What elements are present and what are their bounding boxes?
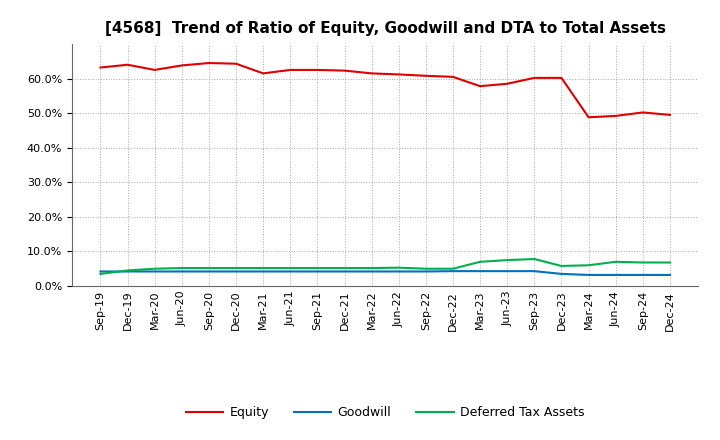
Deferred Tax Assets: [639, 260, 647, 265]
Deferred Tax Assets: [449, 266, 457, 271]
Equity: [341, 68, 349, 73]
Goodwill: [449, 268, 457, 274]
Equity: [367, 71, 376, 76]
Equity: [150, 67, 159, 73]
Equity: [286, 67, 294, 73]
Deferred Tax Assets: [178, 265, 186, 271]
Legend: Equity, Goodwill, Deferred Tax Assets: Equity, Goodwill, Deferred Tax Assets: [181, 401, 590, 424]
Equity: [611, 113, 620, 118]
Equity: [178, 63, 186, 68]
Equity: [665, 112, 674, 117]
Goodwill: [96, 269, 105, 274]
Deferred Tax Assets: [286, 265, 294, 271]
Equity: [503, 81, 511, 86]
Deferred Tax Assets: [123, 268, 132, 273]
Deferred Tax Assets: [313, 265, 322, 271]
Goodwill: [341, 269, 349, 274]
Line: Goodwill: Goodwill: [101, 271, 670, 275]
Deferred Tax Assets: [557, 263, 566, 268]
Goodwill: [313, 269, 322, 274]
Goodwill: [476, 268, 485, 274]
Deferred Tax Assets: [259, 265, 268, 271]
Goodwill: [611, 272, 620, 278]
Goodwill: [150, 269, 159, 274]
Goodwill: [530, 268, 539, 274]
Equity: [449, 74, 457, 80]
Equity: [421, 73, 430, 78]
Goodwill: [367, 269, 376, 274]
Deferred Tax Assets: [584, 263, 593, 268]
Goodwill: [232, 269, 240, 274]
Title: [4568]  Trend of Ratio of Equity, Goodwill and DTA to Total Assets: [4568] Trend of Ratio of Equity, Goodwil…: [104, 21, 666, 36]
Deferred Tax Assets: [96, 271, 105, 277]
Equity: [123, 62, 132, 67]
Equity: [96, 65, 105, 70]
Deferred Tax Assets: [611, 259, 620, 264]
Deferred Tax Assets: [421, 266, 430, 271]
Line: Deferred Tax Assets: Deferred Tax Assets: [101, 259, 670, 274]
Equity: [232, 61, 240, 66]
Deferred Tax Assets: [204, 265, 213, 271]
Equity: [313, 67, 322, 73]
Equity: [204, 60, 213, 66]
Equity: [395, 72, 403, 77]
Goodwill: [584, 272, 593, 278]
Deferred Tax Assets: [530, 257, 539, 262]
Deferred Tax Assets: [232, 265, 240, 271]
Goodwill: [204, 269, 213, 274]
Goodwill: [639, 272, 647, 278]
Line: Equity: Equity: [101, 63, 670, 117]
Goodwill: [123, 269, 132, 274]
Deferred Tax Assets: [367, 265, 376, 271]
Deferred Tax Assets: [395, 265, 403, 270]
Goodwill: [286, 269, 294, 274]
Goodwill: [503, 268, 511, 274]
Goodwill: [259, 269, 268, 274]
Equity: [557, 75, 566, 81]
Deferred Tax Assets: [665, 260, 674, 265]
Deferred Tax Assets: [476, 259, 485, 264]
Goodwill: [557, 271, 566, 277]
Equity: [584, 115, 593, 120]
Goodwill: [395, 269, 403, 274]
Goodwill: [421, 269, 430, 274]
Equity: [259, 71, 268, 76]
Equity: [476, 84, 485, 89]
Deferred Tax Assets: [503, 257, 511, 263]
Goodwill: [665, 272, 674, 278]
Equity: [639, 110, 647, 115]
Deferred Tax Assets: [341, 265, 349, 271]
Equity: [530, 75, 539, 81]
Goodwill: [178, 269, 186, 274]
Deferred Tax Assets: [150, 266, 159, 271]
